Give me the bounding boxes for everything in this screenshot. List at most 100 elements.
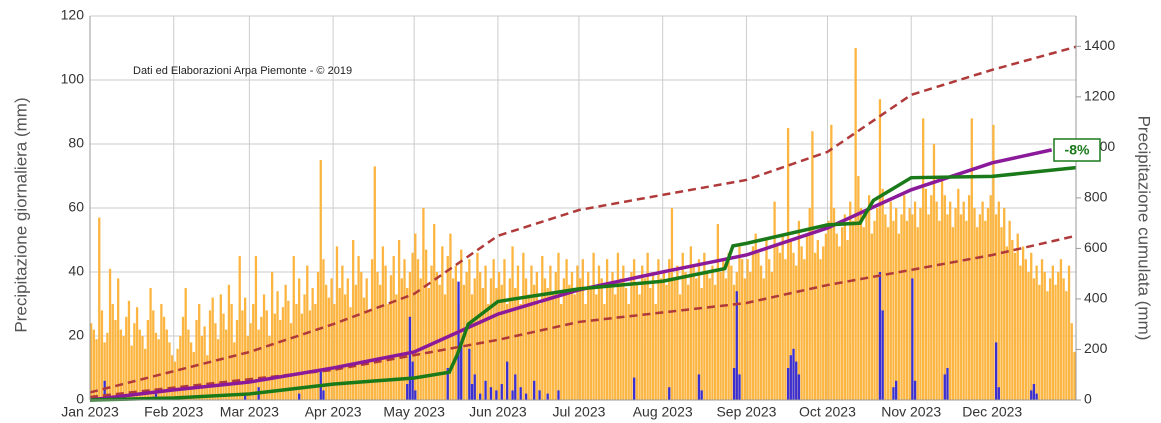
bar [392,256,395,400]
x-tick-label: Mar 2023 [220,404,279,420]
bar [986,208,990,400]
bar [697,259,701,400]
bar [835,233,838,400]
bar [514,374,517,400]
bar [886,227,890,400]
bar [795,265,798,400]
bar [808,208,811,400]
bar [546,288,549,400]
bar [173,361,177,400]
bar [273,313,276,400]
bar [903,195,906,400]
bar [362,297,366,400]
bar [108,268,112,400]
bar [722,259,725,400]
bar [989,195,992,400]
bar [670,208,674,400]
bar [657,259,660,400]
bar [876,208,879,400]
bar [857,176,860,400]
bar [298,278,301,400]
bar [768,259,771,400]
bar [570,272,574,400]
bar [284,284,287,400]
bar [114,320,117,400]
bar [746,259,749,400]
bar [638,294,641,400]
y-tick-label: 120 [61,7,85,23]
bar [930,195,933,400]
bar [557,390,560,400]
bar [316,272,320,400]
bar [846,240,849,400]
line [89,45,1077,394]
bar [689,246,693,400]
bar [292,256,295,400]
bar [1065,291,1068,400]
bar [824,233,828,400]
bar [608,284,611,400]
bar [1040,259,1044,400]
bar [668,259,671,400]
bar [781,233,784,400]
bar [786,128,790,400]
bar [859,208,863,400]
bar [254,256,258,400]
bar [127,300,131,400]
bar [449,233,452,400]
bar [460,249,463,400]
y2-tick-label: 400 [1084,290,1108,306]
bar [135,307,139,400]
bar [298,393,301,400]
bar [1032,384,1036,400]
bar [973,208,976,400]
bar [470,294,474,400]
bar [940,176,944,400]
bar [932,144,936,400]
bar [822,246,825,400]
bar [700,288,703,400]
bar [187,329,190,400]
bar [343,294,347,400]
bar [484,265,487,400]
bar [705,272,709,400]
bar [243,297,247,400]
bar [724,278,728,400]
bar [643,278,647,400]
bar [727,252,730,400]
bar [235,320,239,400]
bar [152,310,155,400]
bar [389,275,393,400]
bar [408,316,412,400]
bar [465,272,468,400]
bar [195,320,198,400]
y-tick-label: 100 [61,71,85,87]
bar [676,265,679,400]
bar [1024,259,1027,400]
bar [503,259,506,400]
bar [949,201,952,400]
bar [414,390,417,400]
bar [1070,323,1073,400]
bar [792,252,795,400]
bar [338,288,341,400]
bar [146,320,150,400]
annotation-box [1053,138,1101,162]
x-tick-label: Dec 2023 [962,404,1022,420]
bar [192,352,195,400]
y-tick-label: 0 [76,391,84,407]
bar [684,272,687,400]
bar [535,272,539,400]
bar [1019,265,1022,400]
bar [994,214,998,400]
bar [227,284,231,400]
annotation: Dati ed Elaborazioni Arpa Piemonte - © 2… [133,65,352,77]
bar [327,297,331,400]
bar [303,294,306,400]
bar [516,265,520,400]
bar [1016,233,1019,400]
bar [262,294,266,400]
bar [370,259,374,400]
bar [184,288,187,400]
bar [578,278,582,400]
